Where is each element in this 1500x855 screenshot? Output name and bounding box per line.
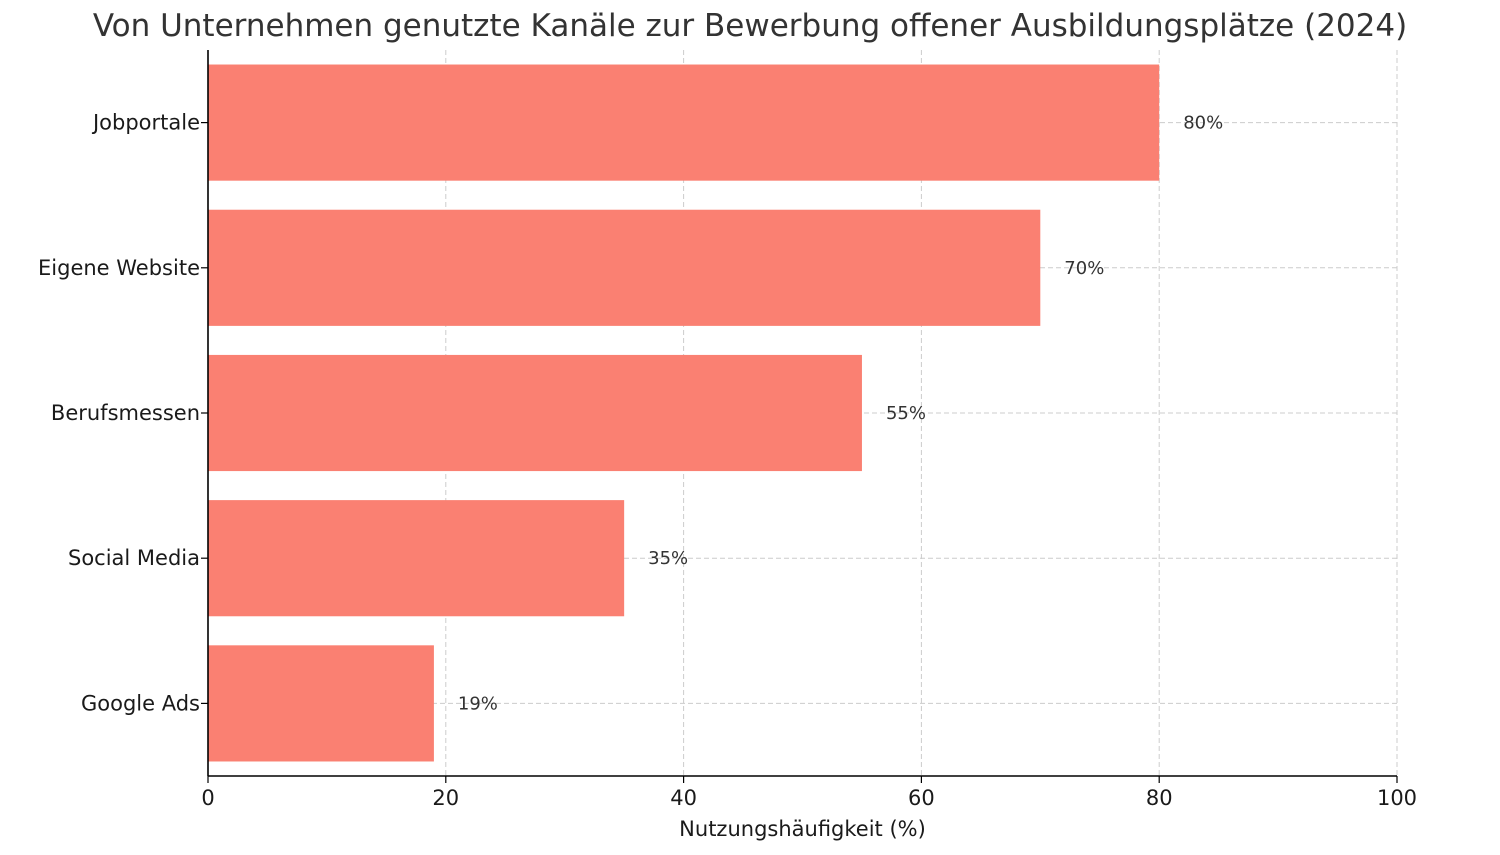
x-axis-title: Nutzungshäufigkeit (%) xyxy=(679,817,926,841)
x-tick-label: 80 xyxy=(1146,786,1173,810)
value-label: 55% xyxy=(886,403,926,424)
value-label: 70% xyxy=(1064,258,1104,279)
bar xyxy=(208,645,434,762)
bar xyxy=(208,354,862,472)
category-label: Social Media xyxy=(68,546,200,570)
category-label: Eigene Website xyxy=(38,256,200,280)
axes xyxy=(201,50,1398,783)
x-tick-label: 60 xyxy=(908,786,935,810)
labels: 0 20 40 60 80 100 Jobportale 80% Eigene Website 7… xyxy=(38,111,1417,810)
bar xyxy=(208,500,625,617)
category-label: Jobportale xyxy=(91,111,200,135)
category-label: Google Ads xyxy=(81,691,200,715)
bar xyxy=(208,209,1041,326)
value-label: 80% xyxy=(1183,113,1223,134)
chart-title: Von Unternehmen genutzte Kanäle zur Bewe… xyxy=(92,8,1408,44)
x-tick-label: 0 xyxy=(201,786,214,810)
value-label: 19% xyxy=(458,693,498,714)
bars xyxy=(208,64,1160,762)
bar xyxy=(208,64,1160,181)
x-tick-label: 100 xyxy=(1377,786,1417,810)
x-tick-label: 40 xyxy=(670,786,697,810)
x-tick-label: 20 xyxy=(432,786,459,810)
category-label: Berufsmessen xyxy=(51,401,200,425)
value-label: 35% xyxy=(648,548,688,569)
